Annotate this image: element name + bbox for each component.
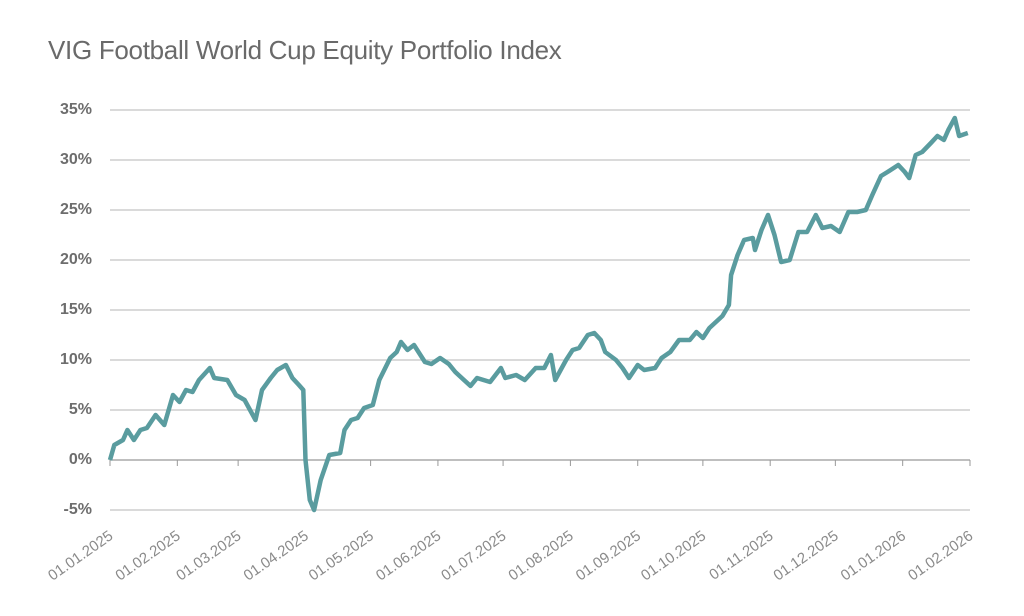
x-tick-label: 01.02.2025 (112, 527, 183, 584)
y-tick-label: 10% (60, 351, 92, 368)
series-line (107, 115, 969, 513)
y-tick-label: 30% (60, 151, 92, 168)
x-tick-label: 01.04.2025 (240, 527, 311, 584)
x-tick-label: 01.05.2025 (306, 527, 377, 584)
y-tick-label: 0% (69, 451, 92, 468)
y-tick-label: 15% (60, 301, 92, 318)
x-tick-label: 01.01.2025 (45, 527, 116, 584)
y-tick-label: 5% (69, 401, 92, 418)
y-tick-label: -5% (64, 501, 92, 518)
x-tick-label: 01.03.2025 (173, 527, 244, 584)
y-tick-label: 25% (60, 201, 92, 218)
x-tick-label: 01.01.2026 (838, 527, 909, 584)
x-tick-label: 01.07.2025 (438, 527, 509, 584)
y-tick-label: 20% (60, 251, 92, 268)
x-tick-label: 01.08.2025 (505, 527, 576, 584)
x-tick-label: 01.09.2025 (573, 527, 644, 584)
x-tick-label: 01.11.2025 (706, 527, 776, 583)
x-tick-label: 01.12.2025 (770, 527, 841, 584)
x-tick-label: 01.02.2026 (905, 527, 976, 584)
y-tick-label: 35% (60, 101, 92, 118)
chart-title: VIG Football World Cup Equity Portfolio … (48, 35, 562, 65)
x-tick-label: 01.06.2025 (373, 527, 444, 584)
x-tick-label: 01.10.2025 (638, 527, 709, 584)
